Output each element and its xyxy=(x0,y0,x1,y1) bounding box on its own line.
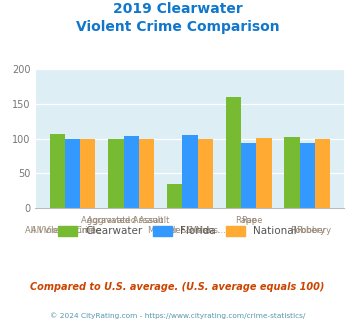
Bar xyxy=(284,137,300,208)
Text: Aggravated Assault: Aggravated Assault xyxy=(81,216,163,225)
Bar xyxy=(124,136,139,208)
Text: Violent Crime Comparison: Violent Crime Comparison xyxy=(76,20,279,34)
Bar xyxy=(182,135,198,208)
Text: Compared to U.S. average. (U.S. average equals 100): Compared to U.S. average. (U.S. average … xyxy=(30,282,325,292)
Bar xyxy=(300,143,315,208)
Bar xyxy=(65,139,80,208)
Text: Robbery: Robbery xyxy=(290,226,325,235)
Bar xyxy=(226,97,241,208)
Bar xyxy=(256,138,272,208)
Legend: Clearwater, Florida, National: Clearwater, Florida, National xyxy=(54,222,301,241)
Bar xyxy=(80,139,95,208)
Text: Rape: Rape xyxy=(241,216,262,225)
Text: All Violent Crime: All Violent Crime xyxy=(31,226,102,235)
Text: All Violent Crime: All Violent Crime xyxy=(25,226,95,235)
Text: Rape: Rape xyxy=(235,216,256,225)
Bar xyxy=(241,144,256,208)
Text: © 2024 CityRating.com - https://www.cityrating.com/crime-statistics/: © 2024 CityRating.com - https://www.city… xyxy=(50,312,305,318)
Text: Murder & Mans...: Murder & Mans... xyxy=(148,226,220,235)
Bar xyxy=(50,134,65,208)
Text: Robbery: Robbery xyxy=(296,226,331,235)
Text: Murder & Mans...: Murder & Mans... xyxy=(154,226,226,235)
Bar xyxy=(139,139,154,208)
Text: Aggravated Assault: Aggravated Assault xyxy=(87,216,169,225)
Bar xyxy=(198,139,213,208)
Bar xyxy=(167,183,182,208)
Text: 2019 Clearwater: 2019 Clearwater xyxy=(113,2,242,16)
Bar xyxy=(315,139,330,208)
Bar xyxy=(108,139,124,208)
